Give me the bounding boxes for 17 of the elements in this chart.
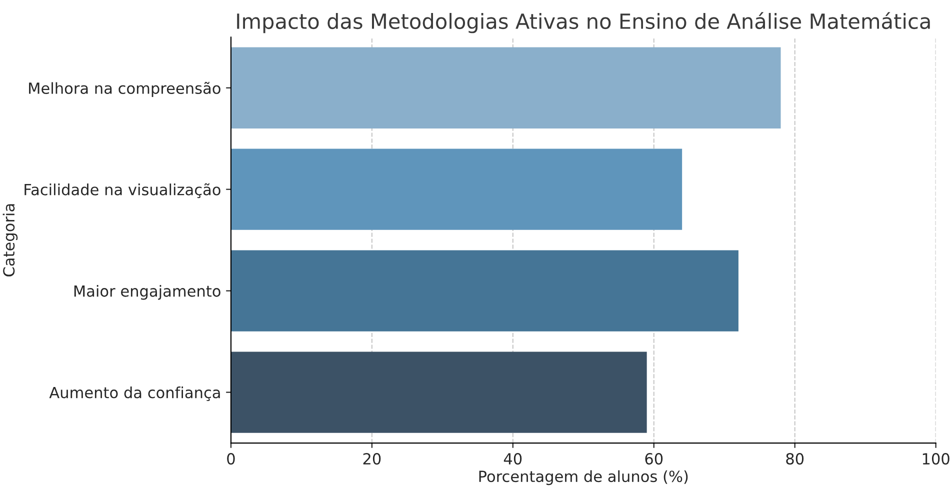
x-tick-label: 20 bbox=[363, 453, 381, 465]
y-tick-label: Melhora na compreensão bbox=[29, 82, 220, 97]
chart-title: Impacto das Metodologias Ativas no Ensino de Análise Matemática bbox=[237, 12, 930, 34]
x-axis-title: Porcentagem de alunos (%) bbox=[479, 470, 688, 486]
x-tick-label: 80 bbox=[786, 453, 804, 465]
x-tick-label: 60 bbox=[645, 453, 663, 465]
y-tick-label: Facilidade na visualização bbox=[24, 183, 220, 198]
x-tick-label: 0 bbox=[227, 453, 235, 465]
x-tick-label: 100 bbox=[922, 453, 950, 465]
y-tick-label: Maior engajamento bbox=[74, 285, 220, 300]
bar bbox=[230, 250, 738, 332]
bar bbox=[230, 47, 781, 128]
y-tick-label: Aumento da confiança bbox=[49, 386, 220, 402]
bar bbox=[230, 148, 682, 230]
bar bbox=[230, 352, 647, 433]
x-tick-label: 40 bbox=[504, 453, 522, 465]
y-axis-title: Categoria bbox=[2, 204, 18, 276]
